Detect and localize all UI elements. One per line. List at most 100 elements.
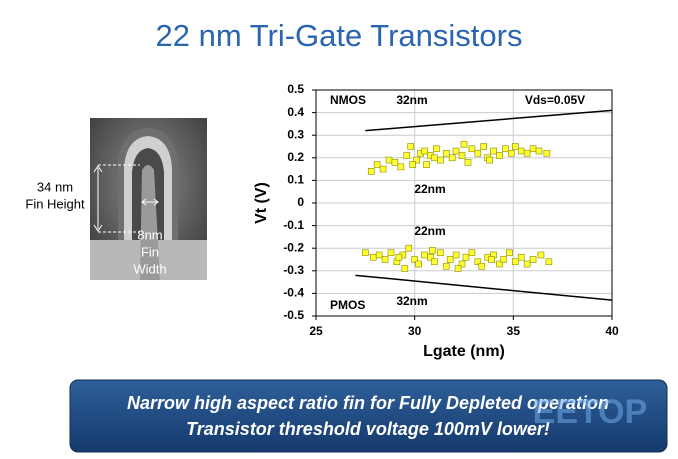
annotation: 32nm bbox=[396, 294, 427, 308]
annotation: PMOS bbox=[330, 298, 365, 312]
data-point bbox=[517, 147, 525, 155]
fin-width-label: Width bbox=[133, 261, 166, 276]
data-point bbox=[375, 251, 383, 259]
data-point bbox=[437, 249, 444, 257]
y-tick-label: -0.5 bbox=[283, 308, 304, 322]
data-point bbox=[506, 249, 513, 257]
data-point bbox=[458, 260, 466, 268]
data-point bbox=[537, 251, 545, 259]
data-point bbox=[423, 161, 430, 168]
y-tick-label: 0.4 bbox=[287, 105, 304, 119]
data-point bbox=[460, 140, 468, 148]
watermark: EETOP bbox=[533, 393, 648, 431]
y-tick-label: -0.2 bbox=[283, 240, 304, 254]
data-point bbox=[369, 253, 377, 261]
data-point bbox=[391, 159, 399, 166]
fin-height-label: Fin Height bbox=[25, 196, 85, 211]
data-point bbox=[442, 262, 450, 270]
data-point bbox=[458, 152, 466, 159]
fin-width-label: Fin bbox=[141, 244, 159, 259]
data-point bbox=[437, 156, 444, 164]
data-point bbox=[486, 156, 493, 164]
data-point bbox=[395, 253, 403, 261]
data-point bbox=[413, 156, 420, 164]
annotation: Vds=0.05V bbox=[525, 93, 585, 107]
data-point bbox=[415, 260, 422, 268]
data-point bbox=[381, 256, 389, 263]
data-point bbox=[373, 161, 381, 168]
annotation: 22nm bbox=[414, 182, 445, 196]
data-point bbox=[523, 149, 531, 157]
data-point bbox=[429, 247, 436, 254]
data-point bbox=[405, 244, 413, 252]
data-point bbox=[448, 154, 456, 162]
y-tick-label: 0 bbox=[297, 195, 304, 209]
data-point bbox=[387, 249, 395, 257]
data-point bbox=[523, 260, 531, 268]
data-point bbox=[535, 147, 543, 155]
annotation: 22nm bbox=[414, 224, 445, 238]
data-point bbox=[502, 145, 509, 153]
y-axis-label: Vt (V) bbox=[253, 182, 270, 224]
x-tick-label: 30 bbox=[408, 324, 422, 338]
data-point bbox=[367, 168, 375, 175]
data-point bbox=[517, 253, 525, 261]
x-axis-label: Lgate (nm) bbox=[423, 343, 505, 360]
data-point bbox=[488, 256, 495, 263]
y-tick-label: -0.3 bbox=[283, 263, 304, 277]
data-point bbox=[529, 145, 537, 153]
y-tick-label: 0.1 bbox=[287, 173, 304, 187]
slide-title: 22 nm Tri-Gate Transistors bbox=[156, 18, 523, 53]
chart: 0.5 0.4 0.3 0.2 0.1 0 -0.1 -0.2 -0.3 -0.4 -0.5 25 30… bbox=[253, 82, 619, 360]
data-point bbox=[433, 145, 440, 153]
data-point bbox=[407, 143, 415, 150]
fin-width-label: 8nm bbox=[137, 227, 162, 242]
data-point bbox=[427, 253, 434, 261]
data-point bbox=[421, 251, 428, 259]
data-point bbox=[464, 159, 472, 166]
data-point bbox=[490, 147, 497, 155]
data-point bbox=[468, 145, 476, 153]
x-tick-label: 40 bbox=[605, 324, 619, 338]
data-point bbox=[452, 251, 460, 259]
banner-text: Narrow high aspect ratio fin for Fully D… bbox=[127, 393, 609, 413]
banner bbox=[69, 379, 668, 453]
y-tick-label: -0.1 bbox=[283, 218, 304, 232]
data-point bbox=[362, 249, 369, 257]
data-point bbox=[480, 143, 488, 150]
data-point bbox=[462, 253, 470, 261]
y-tick-label: 0.5 bbox=[287, 82, 304, 96]
data-point bbox=[411, 256, 418, 263]
data-point bbox=[431, 258, 438, 266]
data-point bbox=[512, 258, 519, 266]
data-point bbox=[409, 161, 416, 168]
data-point bbox=[454, 265, 462, 272]
data-point bbox=[543, 149, 551, 157]
data-point bbox=[442, 149, 450, 157]
data-point bbox=[512, 143, 519, 150]
data-point bbox=[474, 258, 482, 266]
x-tick-label: 25 bbox=[309, 324, 323, 338]
data-point bbox=[403, 152, 411, 159]
data-point bbox=[401, 265, 409, 272]
data-point bbox=[474, 149, 482, 157]
data-point bbox=[545, 258, 553, 266]
data-point bbox=[446, 256, 454, 263]
reference-line bbox=[355, 274, 613, 301]
banner-text: Transistor threshold voltage 100mV lower… bbox=[186, 419, 550, 439]
data-point bbox=[431, 154, 438, 162]
data-point bbox=[496, 260, 503, 268]
data-point bbox=[500, 256, 507, 263]
reference-line bbox=[365, 109, 613, 132]
x-tick-label: 35 bbox=[507, 324, 521, 338]
annotation: 32nm bbox=[396, 93, 427, 107]
data-point bbox=[385, 156, 393, 164]
y-tick-label: -0.4 bbox=[283, 286, 304, 300]
y-tick-label: 0.3 bbox=[287, 127, 304, 141]
plot-frame bbox=[315, 89, 613, 317]
data-point bbox=[496, 152, 503, 159]
data-point bbox=[452, 147, 460, 155]
data-point bbox=[478, 262, 486, 270]
